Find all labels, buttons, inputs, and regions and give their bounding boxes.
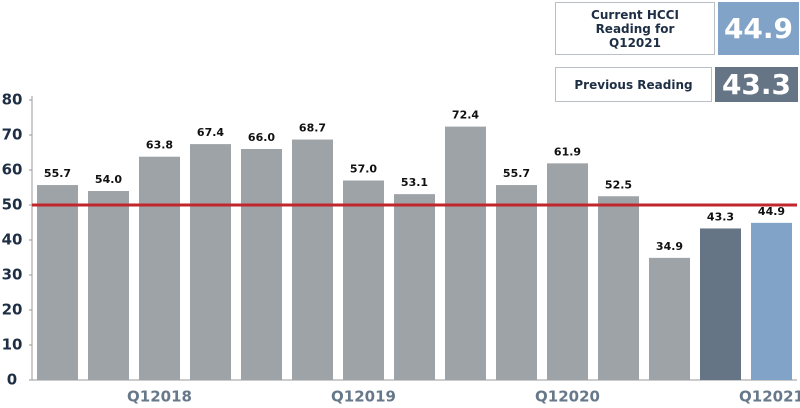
value-label: 67.4 (197, 126, 224, 139)
value-label: 44.9 (758, 205, 785, 218)
callout-value: 44.9 (718, 2, 799, 55)
bar (649, 257, 690, 380)
value-label: 34.9 (656, 240, 683, 253)
bar (394, 194, 435, 380)
bar (598, 196, 639, 380)
bar (37, 185, 78, 380)
value-label: 55.7 (44, 167, 71, 180)
y-tick-label: 50 (2, 196, 23, 214)
callout-label: Previous Reading (555, 67, 712, 102)
value-label: 57.0 (350, 163, 377, 176)
bar (445, 126, 486, 380)
callout-label: Current HCCI Reading for Q12021 (555, 2, 715, 55)
value-label: 63.8 (146, 139, 173, 152)
y-tick-label: 30 (2, 266, 23, 284)
y-tick-label: 40 (2, 231, 23, 249)
value-label: 43.3 (707, 210, 734, 223)
x-tick-label: Q12019 (331, 388, 396, 406)
value-label: 53.1 (401, 176, 428, 189)
bar (292, 139, 333, 380)
x-tick-label: Q12020 (535, 388, 600, 406)
value-label: 52.5 (605, 178, 632, 191)
value-label: 61.9 (554, 145, 581, 158)
bar (190, 144, 231, 380)
bar (751, 222, 792, 380)
value-label: 54.0 (95, 173, 122, 186)
callout-value: 43.3 (715, 67, 798, 102)
bar (700, 228, 741, 380)
bar (547, 163, 588, 380)
bar (139, 156, 180, 380)
y-tick-label: 20 (2, 301, 23, 319)
value-label: 66.0 (248, 131, 275, 144)
x-tick-label: Q12021 (739, 388, 800, 406)
y-tick-label: 70 (2, 126, 23, 144)
bar (241, 149, 282, 380)
bar (88, 191, 129, 380)
bar (343, 180, 384, 380)
bar (496, 185, 537, 380)
value-label: 55.7 (503, 167, 530, 180)
previous-reading: Previous Reading 43.3 (555, 67, 798, 102)
y-tick-label: 0 (7, 371, 17, 389)
y-tick-label: 10 (2, 336, 23, 354)
value-label: 68.7 (299, 122, 326, 135)
y-tick-label: 60 (2, 161, 23, 179)
current-reading: Current HCCI Reading for Q12021 44.9 (555, 2, 799, 55)
value-label: 72.4 (452, 109, 479, 122)
x-tick-label: Q12018 (127, 388, 192, 406)
y-tick-label: 80 (2, 91, 23, 109)
